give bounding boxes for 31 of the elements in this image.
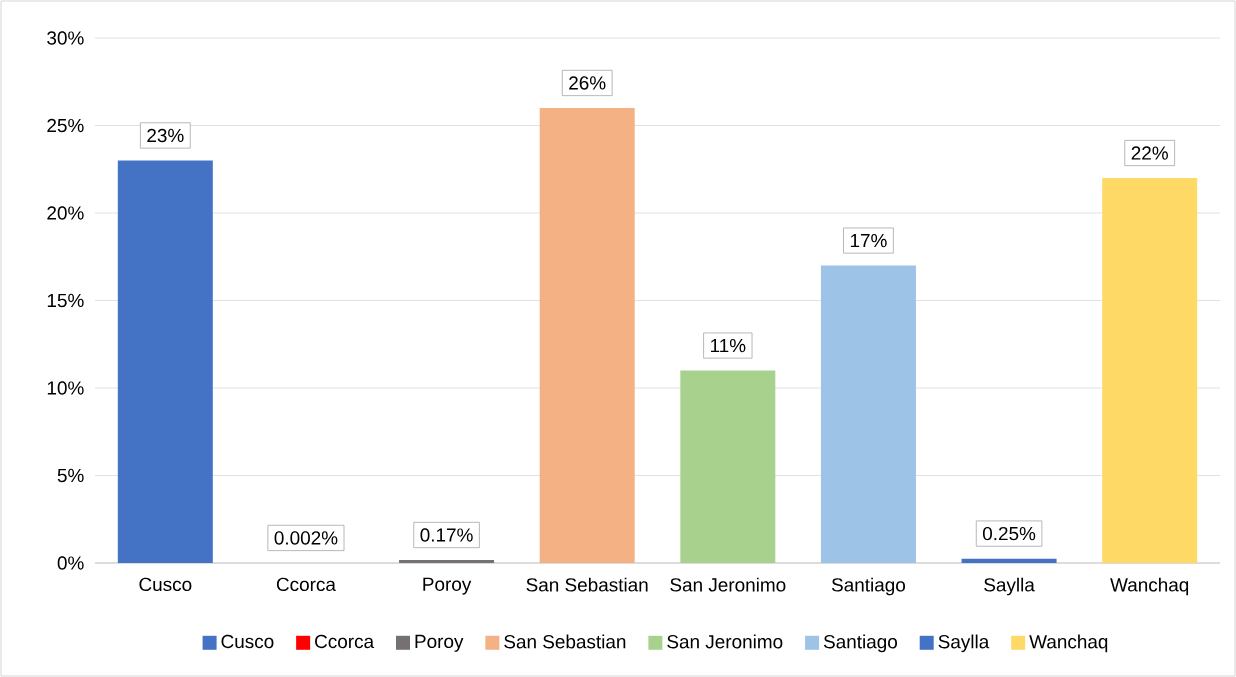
x-tick-label: Santiago <box>831 577 906 596</box>
data-label: 22% <box>1131 146 1168 160</box>
x-tick-label: Saylla <box>984 577 1035 596</box>
data-label: 17% <box>850 233 887 248</box>
x-tick-label: Ccorca <box>276 577 336 592</box>
data-label: 0.002% <box>274 531 338 545</box>
y-tick-label: 10% <box>47 381 84 395</box>
x-tick-label: San Sebastian <box>526 577 648 592</box>
legend-label: San Sebastian <box>504 634 626 649</box>
legend-label: Poroy <box>415 634 464 652</box>
data-label: 0.25% <box>982 526 1036 541</box>
y-tick-label: 0% <box>57 556 84 570</box>
y-tick-label: 5% <box>57 468 84 483</box>
legend-label: Santiago <box>823 634 897 653</box>
legend-label: San Jeronimo <box>667 634 783 649</box>
y-tick-label: 20% <box>47 206 84 220</box>
y-tick-label: 30% <box>47 31 84 45</box>
x-tick-label: Cusco <box>139 577 192 592</box>
legend-label: Cusco <box>221 634 274 649</box>
x-tick-label: Poroy <box>423 577 472 595</box>
legend-label: Wanchaq <box>1029 634 1108 653</box>
y-tick-label: 15% <box>47 293 84 308</box>
legend-label: Ccorca <box>315 634 375 649</box>
x-tick-label: Wanchaq <box>1110 577 1189 596</box>
data-label: 26% <box>569 76 606 90</box>
data-label: 0.17% <box>420 528 473 542</box>
data-label: 23% <box>147 128 184 143</box>
y-tick-label: 25% <box>47 118 84 133</box>
data-label: 11% <box>711 338 746 353</box>
x-tick-label: San Jeronimo <box>670 577 786 592</box>
legend-label: Saylla <box>938 634 990 653</box>
